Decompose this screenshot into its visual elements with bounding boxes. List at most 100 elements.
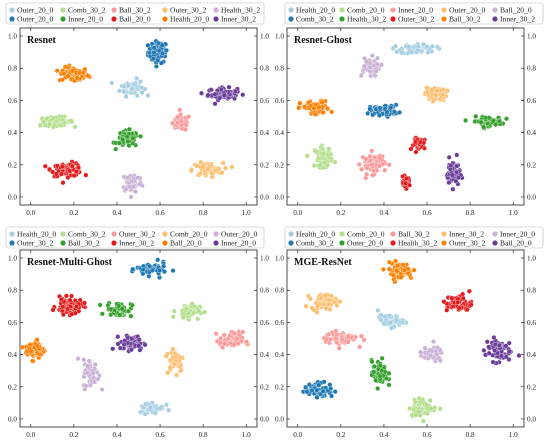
- scatter-point: [430, 98, 436, 104]
- y-tick-label: 0.0: [8, 193, 17, 201]
- scatter-point: [69, 293, 75, 299]
- scatter-point: [180, 314, 186, 320]
- scatter-point: [72, 124, 78, 130]
- scatter-point: [498, 353, 504, 359]
- scatter-point: [418, 349, 424, 355]
- scatter-point: [46, 166, 52, 172]
- x-tick-label: 1.0: [242, 431, 251, 439]
- legend-label: Health_30_2: [221, 6, 260, 15]
- legend-label: Ball_30_2: [449, 15, 481, 24]
- scatter-point: [67, 168, 73, 174]
- y-tick-label: 1.0: [275, 255, 284, 263]
- scatter-point: [115, 341, 121, 347]
- scatter-point: [297, 100, 303, 106]
- scatter-point: [99, 387, 105, 393]
- legend: Health_20_0 Comb_20_0 Ball_30_2 Inner_30_2 I…: [284, 226, 544, 249]
- legend-label: Inner_30_2: [221, 15, 256, 24]
- scatter-point: [378, 312, 384, 318]
- scatter-point: [486, 344, 492, 350]
- scatter-point: [159, 42, 165, 48]
- scatter-point: [128, 313, 134, 319]
- legend-marker: [339, 231, 345, 237]
- scatter-point: [136, 343, 142, 349]
- scatter-point: [62, 64, 68, 70]
- scatter-point: [403, 180, 409, 186]
- scatter-point: [167, 365, 173, 371]
- x-tick-label: 1.0: [509, 209, 518, 217]
- x-tick-label: 0.8: [466, 209, 475, 217]
- scatter-point: [60, 77, 65, 83]
- scatter-point: [99, 311, 105, 317]
- legend-label: Ball_20_0: [170, 239, 202, 248]
- scatter-point: [34, 350, 40, 356]
- scatter-point: [440, 92, 446, 98]
- scatter-point: [161, 263, 167, 269]
- x-tick-label: 0.4: [379, 209, 388, 217]
- scatter-point: [394, 268, 400, 274]
- scatter-point: [157, 405, 163, 411]
- legend-label: Inner_30_2: [119, 239, 154, 248]
- scatter-point: [305, 293, 311, 299]
- scatter-point: [140, 267, 146, 273]
- scatter-point: [136, 337, 142, 343]
- scatter-point: [460, 295, 466, 301]
- scatter-point: [491, 335, 497, 340]
- scatter-point: [196, 308, 202, 314]
- scatter-point: [399, 50, 405, 56]
- scatter-point: [386, 382, 392, 388]
- scatter-point: [375, 308, 381, 313]
- x-tick-label: 0.0: [293, 431, 302, 439]
- scatter-point: [371, 364, 377, 370]
- y-tick-label: 0.6: [8, 319, 17, 327]
- scatter-point: [406, 44, 412, 50]
- scatter-point: [363, 59, 369, 65]
- scatter-point: [219, 170, 225, 176]
- x-tick-label: 0.2: [69, 431, 78, 439]
- scatter-point: [135, 175, 141, 181]
- legend: Health_20_0 Comb_20_0 Inner_20_0 Outer_20_0…: [284, 2, 544, 25]
- scatter-point: [158, 60, 164, 66]
- scatter-point: [121, 84, 127, 90]
- scatter-point: [367, 153, 373, 159]
- scatter-point: [42, 163, 48, 169]
- scatter-point: [473, 113, 479, 119]
- x-tick-label: 0.4: [112, 209, 121, 217]
- x-tick-label: 0.4: [112, 431, 121, 439]
- scatter-point: [371, 63, 377, 69]
- scatter-point: [134, 75, 140, 81]
- scatter-point: [490, 359, 496, 365]
- scatter-point: [226, 84, 232, 90]
- scatter-point: [435, 345, 441, 350]
- scatter-point: [134, 93, 140, 99]
- legend-marker: [162, 7, 168, 13]
- legend-label: Health_20_0: [296, 230, 335, 239]
- cluster: [444, 152, 465, 192]
- legend-label: Inner_20_0: [221, 239, 256, 248]
- scatter-point: [236, 332, 242, 338]
- scatter-point: [304, 389, 310, 395]
- legend-marker: [288, 7, 294, 13]
- scatter-point: [170, 268, 176, 274]
- scatter-point: [75, 356, 81, 362]
- scatter-point: [413, 149, 419, 155]
- scatter-point: [413, 139, 419, 145]
- legend-marker: [339, 16, 345, 22]
- legend-label: Comb_30_2: [68, 6, 106, 15]
- legend-marker: [390, 16, 396, 22]
- scatter-point: [455, 299, 461, 305]
- scatter-point: [120, 137, 126, 143]
- plot-frame: [286, 249, 525, 428]
- legend-marker: [390, 240, 396, 246]
- legend-label: Outer_30_2: [17, 239, 53, 248]
- scatter-point: [380, 266, 386, 272]
- y-tick-label-right: 0.6: [260, 319, 269, 327]
- legend-label: Outer_20_0: [17, 6, 53, 15]
- scatter-point: [492, 348, 498, 354]
- scatter-point: [137, 181, 143, 187]
- scatter-point: [116, 88, 122, 94]
- scatter-point: [315, 303, 321, 309]
- cluster: [365, 102, 403, 120]
- scatter-point: [123, 186, 129, 192]
- scatter-point: [326, 146, 332, 152]
